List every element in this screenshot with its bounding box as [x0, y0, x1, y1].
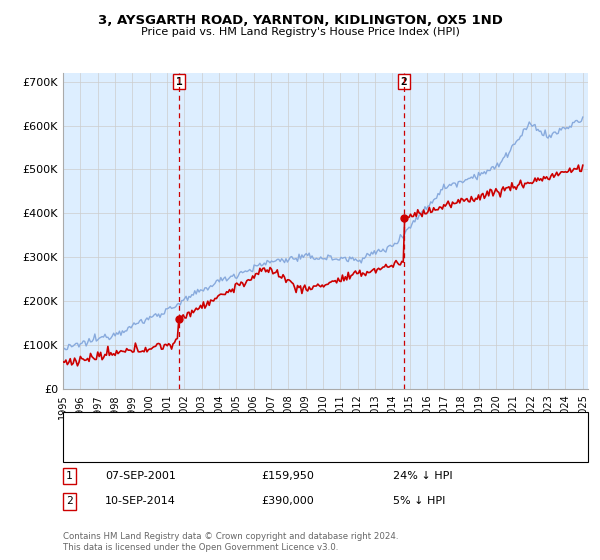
Text: 1: 1 — [66, 471, 73, 481]
Text: £159,950: £159,950 — [261, 471, 314, 481]
Text: 10-SEP-2014: 10-SEP-2014 — [105, 496, 176, 506]
Text: Contains HM Land Registry data © Crown copyright and database right 2024.
This d: Contains HM Land Registry data © Crown c… — [63, 532, 398, 552]
Text: 5% ↓ HPI: 5% ↓ HPI — [393, 496, 445, 506]
Text: 24% ↓ HPI: 24% ↓ HPI — [393, 471, 452, 481]
Text: 3, AYSGARTH ROAD, YARNTON, KIDLINGTON, OX5 1ND: 3, AYSGARTH ROAD, YARNTON, KIDLINGTON, O… — [98, 14, 502, 27]
Text: 1: 1 — [176, 77, 182, 87]
Text: 2: 2 — [66, 496, 73, 506]
Text: 07-SEP-2001: 07-SEP-2001 — [105, 471, 176, 481]
Text: HPI: Average price, detached house, Cherwell: HPI: Average price, detached house, Cher… — [108, 443, 336, 453]
Text: Price paid vs. HM Land Registry's House Price Index (HPI): Price paid vs. HM Land Registry's House … — [140, 27, 460, 37]
Text: £390,000: £390,000 — [261, 496, 314, 506]
Text: 3, AYSGARTH ROAD, YARNTON, KIDLINGTON, OX5 1ND (detached house): 3, AYSGARTH ROAD, YARNTON, KIDLINGTON, O… — [108, 421, 470, 431]
Text: 2: 2 — [401, 77, 407, 87]
